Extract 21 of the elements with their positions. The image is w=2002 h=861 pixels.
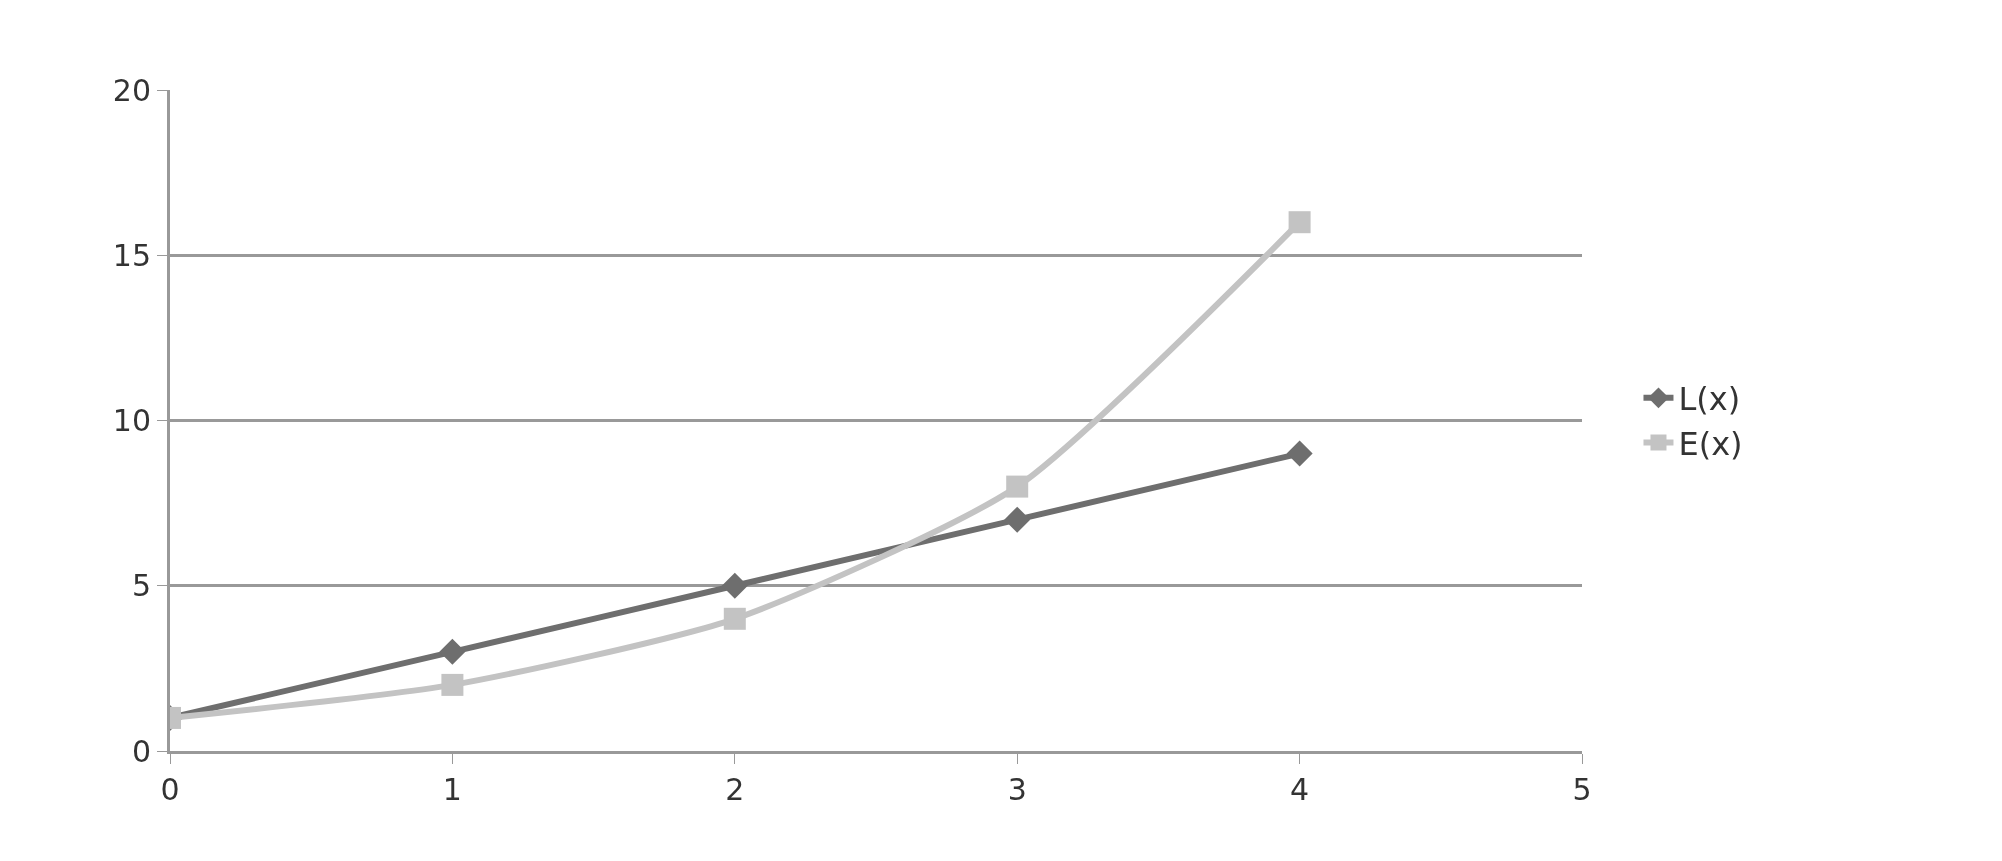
legend-label: E(x) — [1678, 424, 1743, 463]
x-tick-label: 5 — [1572, 772, 1592, 807]
y-tick-label: 0 — [131, 733, 151, 769]
legend-label: L(x) — [1678, 380, 1741, 419]
x-tick-label: 3 — [1007, 772, 1027, 807]
point — [1286, 440, 1313, 467]
point — [1004, 506, 1031, 533]
point — [1288, 211, 1311, 234]
x-tick-label: 1 — [442, 772, 462, 807]
y-tick-label: 10 — [112, 403, 151, 438]
point — [723, 607, 746, 630]
point — [441, 673, 464, 696]
point — [721, 572, 748, 599]
x-tick-label: 0 — [160, 772, 180, 807]
x-tick-label: 2 — [725, 772, 745, 807]
y-tick-label: 15 — [112, 237, 151, 273]
point — [439, 638, 466, 665]
point — [1006, 475, 1029, 498]
x-tick-label: 4 — [1290, 772, 1310, 807]
y-tick-label: 20 — [112, 72, 151, 108]
y-tick-label: 5 — [131, 568, 151, 604]
